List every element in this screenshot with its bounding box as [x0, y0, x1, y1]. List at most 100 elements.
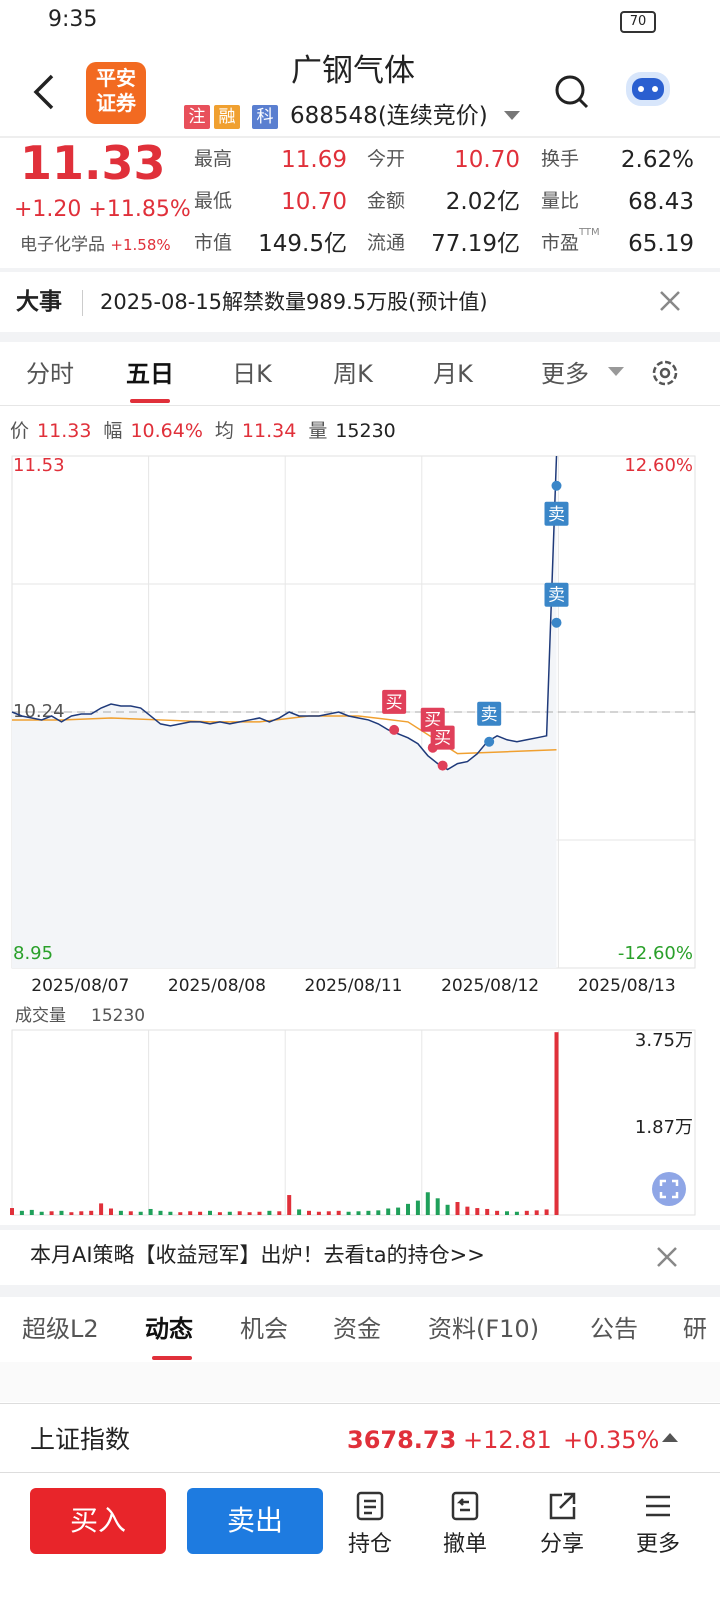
volume-bar: [49, 1211, 54, 1215]
y2-tick-label: 12.60%: [624, 455, 693, 476]
tab[interactable]: 分时: [26, 360, 74, 388]
volume-bar: [396, 1207, 401, 1215]
info-value: 11.33: [37, 420, 92, 442]
subtab[interactable]: 资金: [333, 1315, 381, 1343]
stat-label: 换手: [541, 148, 580, 170]
subtab[interactable]: 超级L2: [22, 1315, 99, 1343]
volume-bar: [406, 1203, 410, 1215]
volume-bar: [39, 1211, 44, 1215]
volume-bar: [505, 1211, 509, 1215]
stat-label: 最低: [194, 190, 233, 212]
x-tick-label: 2025/08/11: [305, 976, 403, 996]
volume-bar: [89, 1210, 94, 1215]
trade-label: 卖: [548, 505, 565, 525]
volume-frame: [11, 1029, 696, 1216]
tab[interactable]: 月K: [433, 360, 473, 388]
volume-bar: [277, 1211, 282, 1215]
stat-label: 金额: [367, 190, 406, 212]
tool-icon: [549, 1492, 576, 1520]
sector-name: 电子化学品: [20, 235, 105, 255]
trade-badge: [544, 501, 569, 526]
last-price: 11.33: [20, 136, 166, 190]
volume-bar: [554, 1032, 559, 1215]
y2-tick-label: -12.60%: [618, 943, 693, 964]
tool-label: 分享: [539, 1532, 584, 1557]
tab[interactable]: 日K: [232, 360, 272, 388]
tab[interactable]: 周K: [333, 360, 373, 388]
stat-label: 市盈: [541, 232, 580, 254]
tab[interactable]: 更多: [541, 360, 589, 388]
volume-bar: [445, 1204, 450, 1215]
stat-value: 11.69: [281, 147, 347, 173]
stat-value: 2.62%: [620, 147, 694, 173]
subtab[interactable]: 研: [683, 1315, 707, 1343]
dropdown[interactable]: [608, 367, 624, 377]
expand-icon[interactable]: [651, 1171, 687, 1207]
back-button[interactable]: [30, 72, 60, 112]
volume-tick-label: 3.75万: [635, 1030, 693, 1051]
x-tick-label: 2025/08/12: [441, 976, 539, 996]
tool-button[interactable]: 分享: [527, 1490, 597, 1570]
robot-icon[interactable]: [620, 64, 676, 114]
search-icon[interactable]: [554, 74, 590, 110]
volume-bar: [366, 1210, 371, 1215]
tool-button[interactable]: 更多: [623, 1490, 693, 1570]
banner-text[interactable]: 本月AI策略【收益冠军】出炉！去看ta的持仓>>: [30, 1243, 485, 1267]
volume-bar: [316, 1211, 321, 1215]
change-pct: +11.85%: [88, 197, 191, 222]
close-icon[interactable]: [659, 290, 681, 312]
volume-tick-label: 1.87万: [635, 1117, 693, 1138]
tool-button[interactable]: 撤单: [430, 1490, 500, 1570]
volume-bar: [128, 1211, 133, 1215]
volume-bar: [148, 1208, 153, 1215]
subtab[interactable]: 机会: [240, 1315, 288, 1343]
buy-button[interactable]: 买入: [30, 1488, 166, 1554]
tool-icon: [646, 1495, 670, 1517]
index-pct: +0.35%: [563, 1426, 660, 1454]
tab-underline: [152, 1356, 192, 1360]
trade-badge: [544, 582, 569, 607]
volume-bar: [544, 1209, 549, 1215]
tab[interactable]: 五日: [126, 360, 174, 388]
volume-bar: [237, 1211, 242, 1215]
subtab[interactable]: 资料(F10): [428, 1315, 540, 1343]
volume-bar: [19, 1210, 24, 1215]
volume-bar: [178, 1212, 183, 1215]
stat-value: 10.70: [281, 189, 347, 215]
stat-label: 最高: [194, 148, 233, 170]
volume-bar: [257, 1211, 262, 1215]
volume-bar: [534, 1210, 539, 1215]
volume-bar: [29, 1209, 34, 1215]
tag: 注: [184, 105, 210, 129]
tool-button[interactable]: 持仓: [335, 1490, 405, 1570]
info-bar: 价 11.33 幅 10.64% 均 11.34 量 15230: [10, 422, 400, 441]
volume-bar: [267, 1210, 272, 1215]
volume-bar: [524, 1210, 529, 1215]
stat-label: 今开: [367, 148, 406, 170]
change-abs: +1.20: [14, 197, 82, 222]
sell-button[interactable]: 卖出: [187, 1488, 323, 1554]
volume-bar: [118, 1210, 123, 1215]
volume-bar: [217, 1212, 222, 1215]
trade-label: 买: [434, 729, 451, 749]
info-value: 15230: [335, 420, 396, 442]
tab-underline: [130, 399, 170, 403]
subtab[interactable]: 公告: [590, 1315, 638, 1343]
stat-label: 流通: [367, 232, 406, 254]
info-label: 均: [214, 420, 234, 442]
tags: 注融科: [184, 105, 278, 129]
y-tick-label: 11.53: [13, 455, 65, 476]
close-icon[interactable]: [656, 1246, 678, 1268]
price-area: [12, 456, 557, 968]
tool-icon: [356, 1491, 384, 1521]
volume-bar: [247, 1212, 252, 1215]
expand-arrow[interactable]: [662, 1433, 678, 1443]
settings-icon[interactable]: [650, 358, 680, 388]
info-label: 量: [308, 420, 328, 442]
stat-label: 市值: [194, 232, 233, 254]
subtab[interactable]: 动态: [145, 1315, 193, 1343]
volume-bar: [138, 1211, 143, 1215]
dropdown[interactable]: [504, 111, 520, 121]
volume-bar: [158, 1210, 163, 1215]
volume-bar: [198, 1211, 203, 1215]
